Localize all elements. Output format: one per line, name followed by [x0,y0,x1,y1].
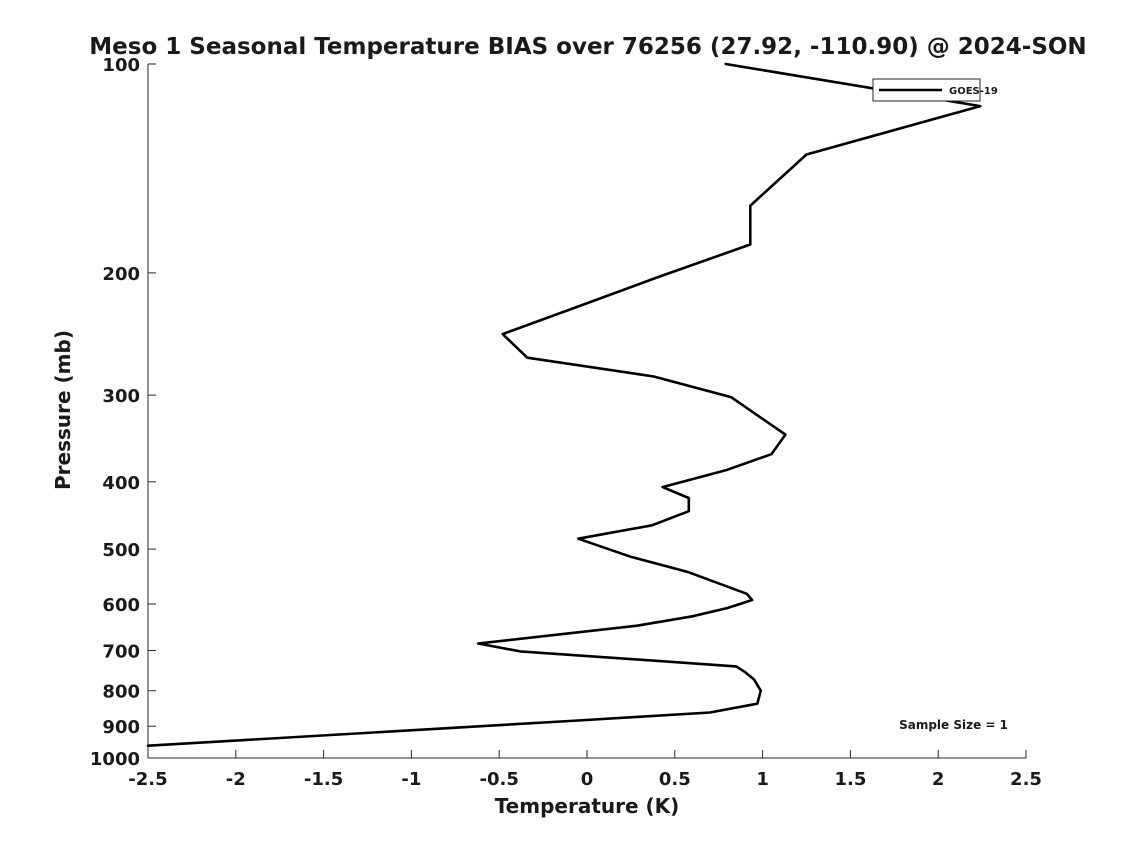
y-tick-label: 1000 [90,749,140,770]
legend-label-goes-19: GOES-19 [949,86,998,97]
chart-title: Meso 1 Seasonal Temperature BIAS over 76… [89,34,1086,60]
y-tick-label: 500 [102,540,140,561]
sample-size-annotation: Sample Size = 1 [899,718,1008,732]
x-tick-label: 2 [932,769,945,790]
x-tick-label: 1.5 [834,769,866,790]
y-tick-label: 700 [102,641,140,662]
y-axis-label: Pressure (mb) [51,330,75,490]
x-tick-label: 2.5 [1010,769,1042,790]
x-tick-label: 0 [581,769,594,790]
x-tick-label: -0.5 [480,769,519,790]
x-tick-label: 0.5 [659,769,691,790]
legend: GOES-19 [872,78,998,102]
y-tick-label: 600 [102,595,140,616]
y-tick-label: 100 [102,55,140,76]
y-tick-label: 800 [102,682,140,703]
x-tick-label: -1 [401,769,421,790]
x-tick-label: -2.5 [128,769,167,790]
x-tick-label: -2 [226,769,246,790]
x-tick-label: 1 [756,769,769,790]
x-axis-ticks: -2.5 -2 -1.5 -1 -0.5 0 0.5 1 1.5 2 2.5 [128,750,1042,790]
y-tick-label: 900 [102,717,140,738]
x-axis-label: Temperature (K) [495,794,680,818]
plot-area: -2.5 -2 -1.5 -1 -0.5 0 0.5 1 1.5 2 2.5 100 200 300 40… [90,55,1042,790]
y-tick-label: 400 [102,473,140,494]
y-axis-ticks: 100 200 300 400 500 600 700 800 900 1000 [90,55,156,770]
y-tick-label: 300 [102,386,140,407]
x-tick-label: -1.5 [304,769,343,790]
series-lines [146,62,982,747]
y-tick-label: 200 [102,264,140,285]
series-line-goes-19 [146,62,982,747]
